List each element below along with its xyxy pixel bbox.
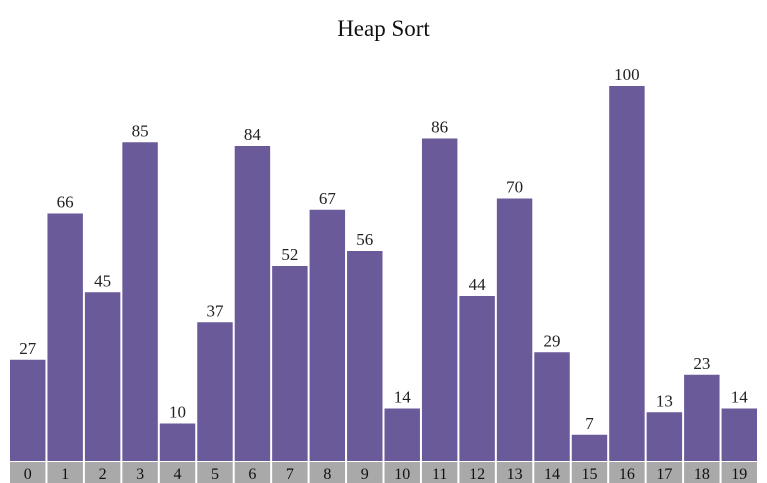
- bar-19: [721, 408, 757, 461]
- index-label-8: 8: [323, 466, 331, 483]
- index-cells-layer: [10, 462, 757, 483]
- index-label-17: 17: [656, 466, 672, 483]
- bar-value-label-0: 27: [19, 339, 37, 358]
- bar-16: [609, 86, 645, 461]
- bar-value-label-9: 56: [356, 230, 373, 249]
- index-cell-6: [234, 462, 271, 483]
- bar-value-label-7: 52: [281, 245, 298, 264]
- index-cell-16: [609, 462, 645, 483]
- index-cell-9: [347, 462, 383, 483]
- index-label-2: 2: [99, 466, 107, 483]
- bar-value-label-17: 13: [656, 391, 673, 410]
- index-cell-18: [684, 462, 720, 483]
- bar-4: [159, 423, 196, 461]
- bar-8: [309, 209, 346, 461]
- index-label-9: 9: [361, 466, 369, 483]
- bar-9: [347, 251, 383, 461]
- bar-14: [534, 352, 570, 461]
- bar-value-label-15: 7: [585, 414, 594, 433]
- index-cell-0: [10, 462, 46, 483]
- index-label-6: 6: [248, 466, 256, 483]
- index-label-3: 3: [136, 466, 144, 483]
- index-label-13: 13: [507, 466, 523, 483]
- index-cell-19: [721, 462, 757, 483]
- bar-value-label-12: 44: [469, 275, 487, 294]
- bars-layer: [10, 86, 757, 461]
- value-labels-layer: 27 66 45 85 10 37 84 52 67 56 14 86 44 70 29 7 100 13 23 14: [19, 65, 748, 433]
- index-label-0: 0: [24, 466, 32, 483]
- bar-15: [571, 434, 608, 461]
- index-label-5: 5: [211, 466, 219, 483]
- bar-11: [421, 138, 458, 461]
- index-label-12: 12: [469, 466, 485, 483]
- index-cell-5: [197, 462, 233, 483]
- bar-value-label-2: 45: [94, 271, 111, 290]
- index-cell-7: [272, 462, 308, 483]
- bar-value-label-6: 84: [244, 125, 262, 144]
- chart-title: Heap Sort: [337, 16, 430, 41]
- index-label-16: 16: [619, 466, 635, 483]
- bar-3: [122, 142, 158, 461]
- index-cell-8: [309, 462, 346, 483]
- index-label-15: 15: [581, 466, 597, 483]
- bar-value-label-10: 14: [394, 388, 412, 407]
- index-label-18: 18: [694, 466, 710, 483]
- bar-13: [496, 198, 533, 461]
- bar-10: [384, 408, 420, 461]
- index-label-4: 4: [174, 466, 182, 483]
- index-cell-17: [646, 462, 683, 483]
- bar-value-label-3: 85: [132, 121, 149, 140]
- bar-17: [646, 412, 683, 461]
- index-cell-4: [159, 462, 196, 483]
- index-label-19: 19: [731, 466, 747, 483]
- bar-value-label-14: 29: [544, 331, 561, 350]
- bar-5: [197, 322, 233, 461]
- index-label-11: 11: [432, 466, 447, 483]
- bar-0: [10, 359, 46, 461]
- index-cell-11: [421, 462, 458, 483]
- bar-6: [234, 146, 271, 461]
- bar-value-label-11: 86: [431, 118, 448, 137]
- index-cell-13: [496, 462, 533, 483]
- index-cell-12: [459, 462, 495, 483]
- bar-value-label-5: 37: [206, 301, 224, 320]
- bar-value-label-13: 70: [506, 178, 523, 197]
- index-label-14: 14: [544, 466, 560, 483]
- index-cell-15: [571, 462, 608, 483]
- index-label-7: 7: [286, 466, 294, 483]
- bar-18: [684, 374, 720, 461]
- index-cell-2: [84, 462, 121, 483]
- bar-value-label-18: 23: [693, 354, 710, 373]
- bar-value-label-19: 14: [731, 388, 749, 407]
- bar-value-label-16: 100: [614, 65, 640, 84]
- bar-1: [47, 213, 83, 461]
- bar-7: [272, 266, 308, 461]
- index-label-1: 1: [61, 466, 69, 483]
- bar-value-label-8: 67: [319, 189, 337, 208]
- bar-value-label-1: 66: [57, 193, 74, 212]
- index-cell-3: [122, 462, 158, 483]
- index-cell-1: [47, 462, 83, 483]
- index-labels-layer: 0 1 2 3 4 5 6 7 8 9 10 11 12 13 14 15 16 17 18 19: [24, 466, 748, 483]
- bar-12: [459, 296, 495, 461]
- bar-value-label-4: 10: [169, 403, 186, 422]
- index-cell-14: [534, 462, 570, 483]
- index-label-10: 10: [394, 466, 410, 483]
- index-cell-10: [384, 462, 420, 483]
- bar-2: [84, 292, 121, 461]
